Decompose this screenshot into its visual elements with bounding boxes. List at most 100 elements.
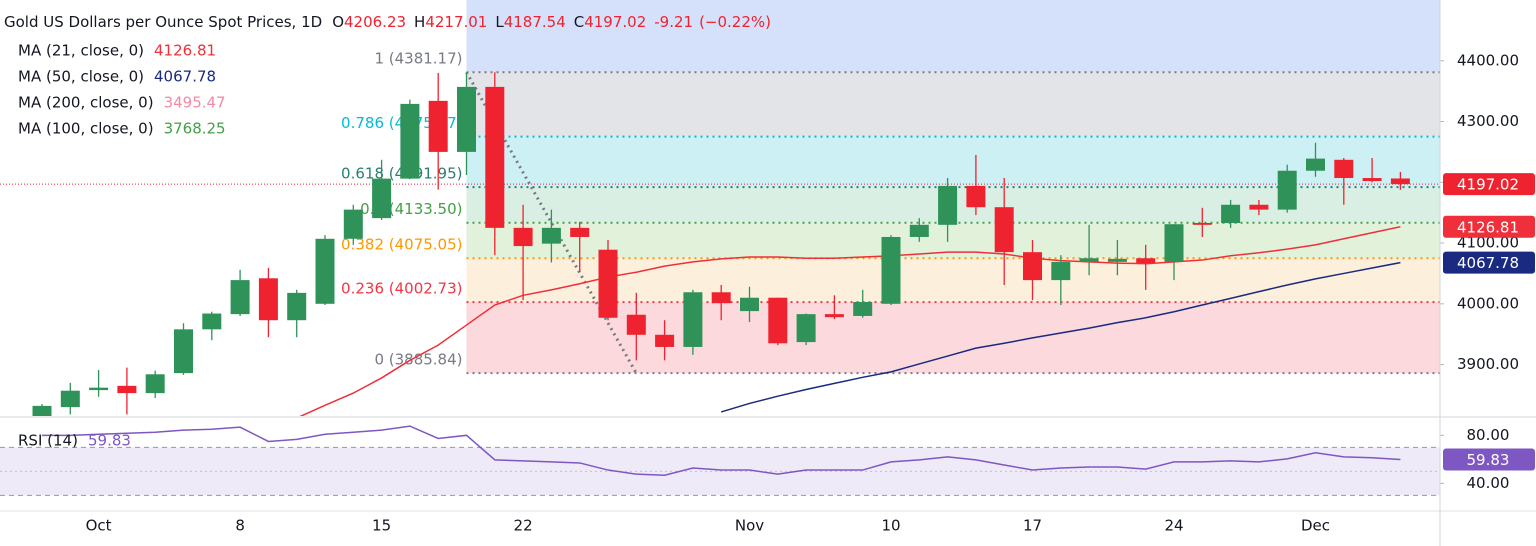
candle-body — [541, 227, 561, 244]
candle-body — [1334, 159, 1354, 179]
candle-body — [711, 292, 731, 304]
candle-body — [1306, 158, 1325, 171]
x-tick-label: Nov — [735, 517, 764, 535]
ohlc-value: 4197.02 — [584, 13, 646, 31]
ma-legend-value: 4067.78 — [154, 68, 216, 86]
y-tick-label: 3900.00 — [1457, 355, 1519, 373]
candle-body — [938, 185, 958, 225]
candle-body — [145, 374, 165, 394]
fib-zone — [466, 72, 1440, 137]
x-tick-label: 10 — [881, 517, 900, 535]
candle-body — [428, 100, 448, 152]
candle-body — [1192, 222, 1212, 225]
candle-body — [626, 314, 646, 335]
fib-level-label: 0.382 (4075.05) — [341, 236, 462, 254]
ohlc-value: 4206.23 — [344, 13, 406, 31]
x-tick-label: Oct — [86, 517, 112, 535]
moving-average-line — [299, 226, 1401, 416]
rsi-tag-label: 59.83 — [1467, 451, 1510, 469]
y-tick-label: 4100.00 — [1457, 234, 1519, 252]
rsi-tick-label: 40.00 — [1467, 474, 1510, 492]
y-tick-label: 4300.00 — [1457, 112, 1519, 130]
y-tick-label: 4000.00 — [1457, 294, 1519, 312]
candle-body — [1023, 252, 1042, 281]
ma-legend-name: MA (50, close, 0) — [18, 68, 144, 86]
rsi-pane — [0, 425, 1440, 496]
rsi-tick-label: 80.00 — [1467, 426, 1510, 444]
price-tag-label: 4197.02 — [1457, 176, 1519, 194]
title: Gold US Dollars per Ounce Spot Prices, 1… — [4, 13, 322, 31]
candle-body — [881, 236, 901, 304]
candle-body — [1362, 178, 1382, 182]
candle-body — [372, 178, 392, 219]
ohlc-value: 4187.54 — [504, 13, 566, 31]
candle-body — [1249, 204, 1269, 210]
candle-body — [400, 103, 420, 179]
fib-zone — [466, 258, 1440, 303]
candle-body — [598, 249, 618, 318]
candle-body — [1221, 204, 1241, 223]
candle-body — [1164, 224, 1184, 262]
ma-legend-name: MA (200, close, 0) — [18, 94, 154, 112]
candle-body — [740, 297, 759, 312]
ohlc-key: L — [495, 13, 504, 31]
x-tick-label: 17 — [1023, 517, 1042, 535]
rsi-legend-name: RSI (14) — [18, 432, 78, 450]
x-tick-label: 22 — [514, 517, 533, 535]
candle-body — [485, 86, 505, 228]
price-tag-label: 4067.78 — [1457, 254, 1519, 272]
fib-level-label: 0.236 (4002.73) — [341, 280, 462, 298]
candle-body — [60, 390, 80, 408]
candle-body — [315, 238, 335, 304]
candle-body — [768, 297, 788, 344]
overlay: Oct 8 15 22 Nov 10 17 24 Dec 3900.00 4000.00 4100.0… — [4, 0, 1536, 546]
rsi-legend-value: 59.83 — [88, 432, 131, 450]
header: Gold US Dollars per Ounce Spot Prices, 1… — [4, 13, 771, 31]
change-pct: (−0.22%) — [699, 13, 771, 31]
x-tick-label: 24 — [1164, 517, 1183, 535]
candle-body — [287, 292, 307, 321]
rsi-tag — [1443, 448, 1535, 471]
rsi-line — [42, 425, 1401, 476]
candle-body — [1390, 178, 1410, 185]
x-tick-label: Dec — [1301, 517, 1330, 535]
ma-legend-name: MA (100, close, 0) — [18, 120, 154, 138]
candle-body — [230, 280, 250, 315]
moving-average-line — [720, 261, 1401, 413]
fib-level-label: 1 (4381.17) — [374, 50, 462, 68]
candle-body — [853, 301, 873, 316]
ma-legend-name: MA (21, close, 0) — [18, 42, 144, 60]
candle-body — [824, 314, 844, 318]
candle-body — [174, 329, 193, 374]
candle-body — [258, 278, 278, 321]
candle-body — [1079, 258, 1099, 262]
candle-body — [1051, 261, 1071, 281]
price-tag — [1443, 173, 1535, 196]
price-tag — [1443, 215, 1535, 238]
change: -9.21 — [654, 13, 693, 31]
candle-body — [796, 314, 816, 343]
ma-legend-value: 3768.25 — [164, 120, 226, 138]
ohlc-key: O — [332, 13, 344, 31]
ohlc-key: H — [414, 13, 425, 31]
fib-level-label: 0 (3885.84) — [374, 351, 462, 369]
candle-body — [1136, 258, 1156, 264]
candle-body — [994, 207, 1014, 253]
candle-body — [1107, 258, 1127, 262]
candle-body — [966, 185, 986, 208]
candle-body — [909, 224, 929, 237]
price-tag — [1443, 251, 1535, 274]
fib-zone — [466, 0, 1440, 73]
candle-body — [655, 334, 675, 347]
y-tick-label: 4400.00 — [1457, 51, 1519, 69]
x-tick-label: 8 — [235, 517, 245, 535]
ma-legend-value: 4126.81 — [154, 42, 216, 60]
ma-legend-value: 3495.47 — [164, 94, 226, 112]
candle-body — [343, 209, 363, 239]
candle-body — [32, 405, 52, 416]
ohlc-value: 4217.01 — [425, 13, 487, 31]
candle-body — [683, 292, 703, 347]
candle-body — [202, 313, 222, 330]
ohlc-key: C — [574, 13, 584, 31]
